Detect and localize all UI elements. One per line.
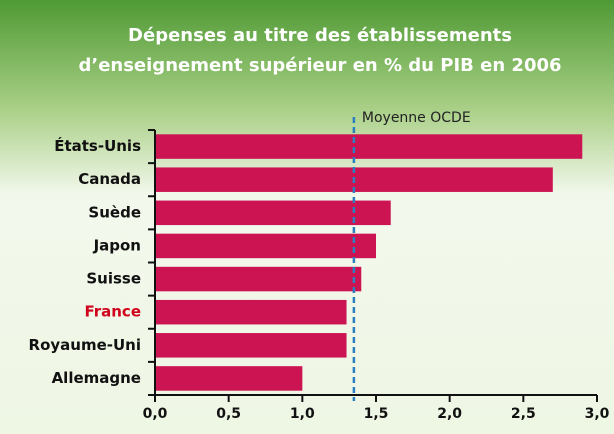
y-tick-label: États-Unis xyxy=(54,136,141,155)
bar xyxy=(155,299,347,325)
x-tick-label: 1,5 xyxy=(364,406,389,422)
y-tick-label: Canada xyxy=(78,170,141,188)
bar xyxy=(155,233,376,259)
bar xyxy=(155,333,347,358)
bar xyxy=(155,134,583,159)
x-tick-label: 2,5 xyxy=(511,406,536,422)
bar xyxy=(155,200,391,226)
y-tick-label: Suède xyxy=(88,203,141,221)
reference-label: Moyenne OCDE xyxy=(362,110,471,126)
y-tick-label: Japon xyxy=(93,236,141,254)
chart-title: Dépenses au titre des établissements xyxy=(128,25,512,46)
bar xyxy=(155,266,362,292)
x-tick-label: 3,0 xyxy=(585,406,610,422)
x-tick-label: 0,0 xyxy=(143,406,168,422)
chart-title: d’enseignement supérieur en % du PIB en … xyxy=(78,55,561,76)
y-tick-label: Allemagne xyxy=(52,369,141,387)
y-tick-label: Royaume-Uni xyxy=(29,336,141,354)
bar xyxy=(155,366,303,391)
x-tick-label: 1,0 xyxy=(290,406,315,422)
y-tick-label: France xyxy=(84,303,141,321)
y-tick-label: Suisse xyxy=(86,270,141,288)
x-tick-label: 0,5 xyxy=(216,406,241,422)
x-tick-label: 2,0 xyxy=(437,406,462,422)
